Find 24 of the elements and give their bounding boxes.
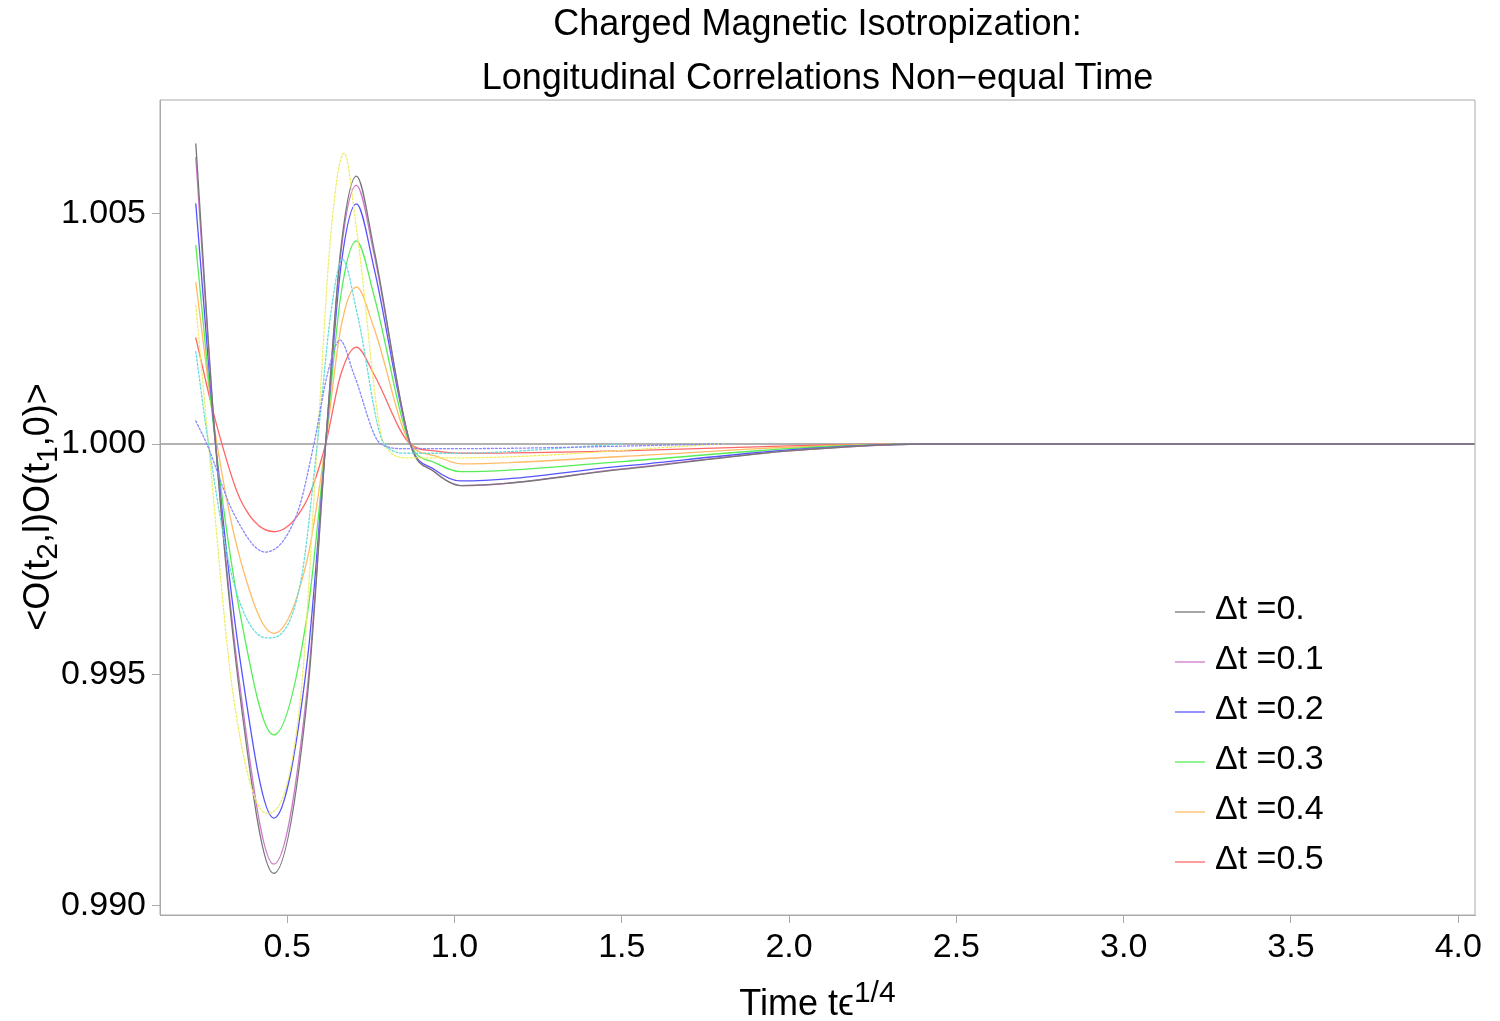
y-tick-label: 1.000: [60, 422, 146, 461]
x-tick-label: 3.0: [1100, 925, 1148, 964]
chart-title: Charged Magnetic Isotropization:: [552, 2, 1083, 44]
legend-label: Δt =0.: [1215, 588, 1305, 627]
legend-label: Δt =0.1: [1215, 638, 1324, 677]
y-tick-label: 0.990: [60, 884, 146, 923]
x-tick-label: 4.0: [1434, 925, 1482, 964]
chart-subtitle: Longitudinal Correlations Non−equal Time: [480, 56, 1155, 98]
y-tick-label: 0.995: [60, 653, 146, 692]
legend-label: Δt =0.5: [1215, 838, 1324, 877]
line-series: [195, 339, 723, 553]
y-tick-label: 1.005: [60, 191, 146, 230]
x-axis-title: Time tϵ$^{1/4}$: [738, 975, 897, 1021]
x-tick-label: 1.0: [430, 925, 479, 964]
line-series: [195, 258, 623, 639]
legend-label: Δt =0.4: [1215, 788, 1324, 827]
x-tick-label: 0.5: [263, 925, 311, 964]
x-tick-label: 1.5: [598, 925, 646, 964]
x-tick-label: 2.0: [765, 925, 813, 964]
x-tick-label: 2.5: [932, 925, 980, 964]
legend-label: Δt =0.3: [1215, 738, 1324, 777]
legend-label: Δt =0.2: [1215, 688, 1324, 727]
line-series: [195, 152, 723, 815]
x-tick-label: 3.5: [1267, 925, 1315, 964]
